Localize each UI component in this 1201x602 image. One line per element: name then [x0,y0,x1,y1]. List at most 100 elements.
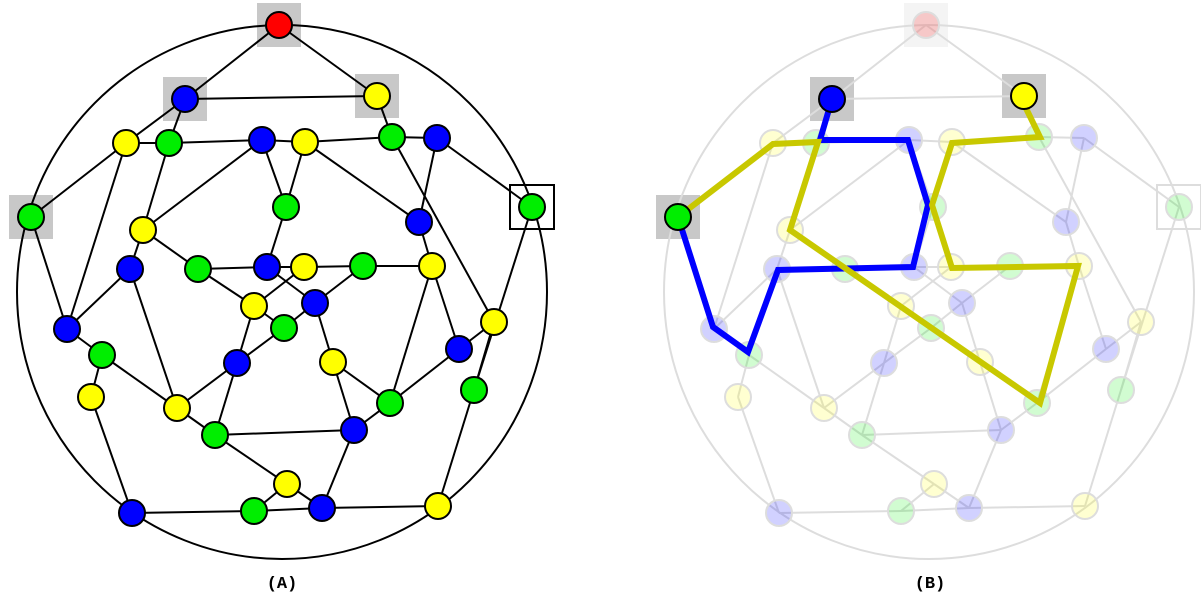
edge [1000,402,1038,431]
vertex [424,492,452,520]
vertex [129,216,157,244]
vertex [116,255,144,283]
vertex [1165,193,1193,221]
vertex [920,470,948,498]
edge [436,137,533,208]
vertex [240,292,268,320]
vertex [912,11,940,39]
edge [831,95,1025,100]
edge [184,24,280,100]
vertex [948,289,976,317]
vertex [253,253,281,281]
edge [1078,265,1107,350]
vertex [201,421,229,449]
vertex [349,252,377,280]
vertex [77,383,105,411]
path-yellow [676,94,1082,408]
vertex [887,497,915,525]
edge [883,327,932,364]
edge [1036,348,1107,404]
vertex [112,129,140,157]
vertex [1052,208,1080,236]
edge [968,429,1002,509]
edge [1084,389,1122,507]
edge [214,429,355,436]
edge [713,142,774,330]
vertex [319,348,347,376]
edge [883,305,902,364]
edge [389,265,433,404]
vertex [445,335,473,363]
edge [66,268,131,330]
edge [925,24,1025,97]
edge [304,136,393,143]
edge [933,483,970,509]
vertex [248,126,276,154]
vertex [1071,492,1099,520]
panel-b [656,3,1201,560]
edge [1065,137,1085,223]
edge [304,141,420,223]
vertex [301,289,329,317]
edge [418,137,438,223]
edge [30,216,68,330]
vertex [378,123,406,151]
vertex [987,416,1015,444]
vertex [480,308,508,336]
edge [979,361,1002,431]
edge [30,142,127,218]
edge [321,505,439,509]
edge [431,265,460,350]
outer-edge [663,24,1195,560]
edge [951,141,1067,223]
vertex [418,252,446,280]
vertex [340,416,368,444]
edge [90,396,133,514]
vertex [724,383,752,411]
vertex [1070,124,1098,152]
edge [961,302,981,363]
vertex [664,203,692,231]
edge [900,507,970,512]
edge [900,266,952,307]
edge [908,139,953,143]
edge [823,407,863,436]
edge [737,354,750,398]
edge [1105,321,1142,350]
edge [142,139,263,231]
panel-a [9,3,555,560]
edge [1038,136,1085,139]
edge [214,434,288,485]
edge [66,142,127,330]
edge [1038,136,1142,323]
edge [930,302,963,329]
edge [129,268,178,409]
edge [278,24,378,97]
vertex [308,494,336,522]
edge [748,354,825,409]
edge [1120,321,1142,391]
edge [1083,137,1180,208]
edge [776,229,791,270]
edge [437,389,475,507]
edge [389,348,460,404]
vertex [163,394,191,422]
edge [913,266,963,304]
vertex [1010,82,1038,110]
vertex [184,255,212,283]
vertex [870,349,898,377]
vertex [818,85,846,113]
edge [737,396,780,514]
edge [968,505,1086,509]
edge [101,354,178,409]
vertex [171,85,199,113]
edge [142,142,170,231]
edge [321,429,355,509]
vertex [223,349,251,377]
vertex [810,394,838,422]
panel-label: (A) [267,575,298,594]
edge [861,429,1002,436]
vertex [17,203,45,231]
vertex [518,193,546,221]
edge [776,268,825,409]
